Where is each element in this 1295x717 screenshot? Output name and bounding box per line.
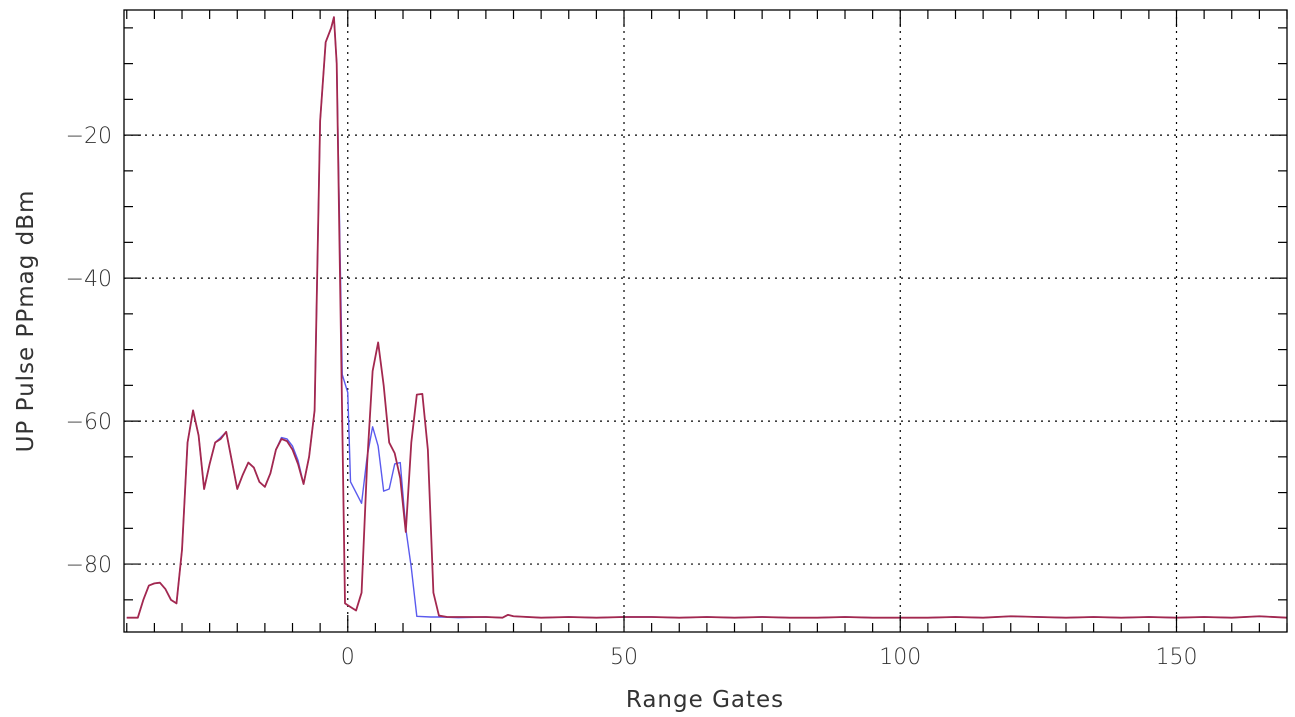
series-line-1 bbox=[126, 16, 1288, 619]
series-line-2 bbox=[126, 16, 1288, 619]
x-tick-label: 0 bbox=[341, 645, 355, 670]
y-axis-title: UP Pulse PPmag dBm bbox=[13, 190, 39, 453]
series-lines bbox=[126, 16, 1288, 619]
x-tick-label: 100 bbox=[879, 645, 921, 670]
plot-frame bbox=[123, 9, 1288, 633]
y-tick-label: −60 bbox=[66, 410, 112, 435]
tick-labels: 0 50 100 150 −20 −40 −60 −80 bbox=[66, 124, 1198, 670]
axis-ticks bbox=[124, 10, 1288, 632]
y-tick-label: −80 bbox=[66, 553, 112, 578]
x-tick-label: 150 bbox=[1156, 645, 1198, 670]
x-axis-title: Range Gates bbox=[626, 687, 784, 713]
x-tick-label: 50 bbox=[610, 645, 638, 670]
grid-lines bbox=[124, 10, 1287, 632]
y-tick-label: −40 bbox=[66, 267, 112, 292]
y-tick-label: −20 bbox=[66, 124, 112, 149]
